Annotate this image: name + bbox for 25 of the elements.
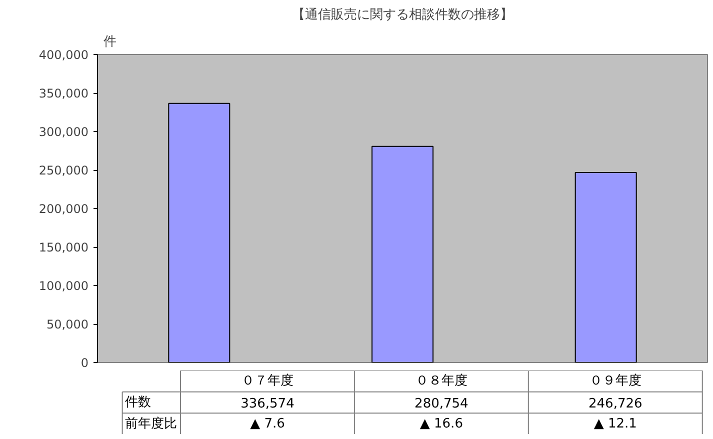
text: ▲ 16.6 [420, 416, 463, 432]
x-tick-label: ０８年度 [415, 372, 468, 389]
y-axis-title: 件 [104, 34, 116, 50]
y-tick-label: 300,000 [38, 125, 88, 139]
text: ▲ 7.6 [250, 416, 285, 432]
y-tick-label: 200,000 [38, 202, 88, 216]
y-tick-label: 400,000 [38, 48, 88, 62]
bar [372, 146, 434, 362]
data-label: 336,574 [240, 396, 294, 412]
y-tick-label: 150,000 [38, 240, 88, 254]
data-label: 280,754 [414, 396, 468, 412]
y-tick-label: 50,000 [46, 318, 89, 332]
y-tick-label: 100,000 [38, 279, 88, 293]
y-tick-label: 350,000 [38, 86, 88, 100]
x-tick-label: ０７年度 [241, 372, 294, 389]
text: 前年度比 [124, 415, 177, 432]
text: ▲ 12.1 [594, 416, 637, 432]
x-tick-label: ０９年度 [589, 372, 642, 389]
text: 件数 [124, 395, 151, 410]
data-label: 246,726 [588, 396, 642, 412]
y-tick-label: 250,000 [38, 164, 88, 178]
chart-title: 【通信販売に関する相談件数の推移】 [292, 8, 513, 22]
bar [574, 172, 637, 362]
bar [168, 102, 230, 362]
y-tick-label: 0 [80, 356, 89, 370]
